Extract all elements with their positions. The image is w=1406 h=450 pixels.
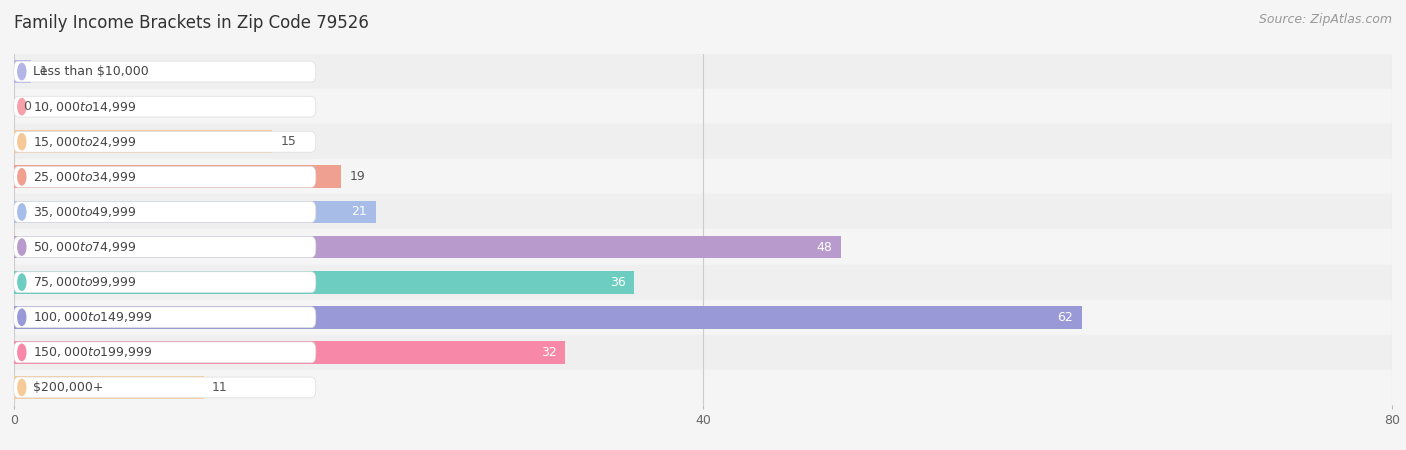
Bar [14,341,565,364]
Text: $50,000 to $74,999: $50,000 to $74,999 [32,240,136,254]
Circle shape [18,204,25,220]
Bar [14,130,273,153]
Circle shape [18,239,25,255]
FancyBboxPatch shape [14,272,316,292]
Bar [14,335,1392,370]
Text: $10,000 to $14,999: $10,000 to $14,999 [32,99,136,114]
Text: Source: ZipAtlas.com: Source: ZipAtlas.com [1258,14,1392,27]
Bar [14,271,634,293]
Text: Family Income Brackets in Zip Code 79526: Family Income Brackets in Zip Code 79526 [14,14,368,32]
Bar [14,300,1392,335]
Circle shape [18,344,25,360]
Bar [14,54,1392,89]
Circle shape [18,274,25,290]
Circle shape [18,169,25,185]
Text: $75,000 to $99,999: $75,000 to $99,999 [32,275,136,289]
FancyBboxPatch shape [14,131,316,152]
Text: $100,000 to $149,999: $100,000 to $149,999 [32,310,152,324]
Text: 15: 15 [281,135,297,148]
Text: $25,000 to $34,999: $25,000 to $34,999 [32,170,136,184]
Circle shape [18,99,25,115]
Text: 32: 32 [541,346,557,359]
Text: 0: 0 [22,100,31,113]
Text: 48: 48 [817,241,832,253]
Bar [14,376,204,399]
Bar [14,166,342,188]
Bar [14,370,1392,405]
Bar [14,89,1392,124]
Bar [14,194,1392,230]
FancyBboxPatch shape [14,377,316,398]
FancyBboxPatch shape [14,96,316,117]
Bar [14,230,1392,265]
Bar [14,124,1392,159]
Text: 36: 36 [610,276,626,288]
Circle shape [18,379,25,396]
Text: 19: 19 [350,171,366,183]
FancyBboxPatch shape [14,202,316,222]
FancyBboxPatch shape [14,307,316,328]
Bar [14,159,1392,194]
Circle shape [18,309,25,325]
Bar [14,265,1392,300]
Text: $15,000 to $24,999: $15,000 to $24,999 [32,135,136,149]
Text: 62: 62 [1057,311,1073,324]
Text: $35,000 to $49,999: $35,000 to $49,999 [32,205,136,219]
FancyBboxPatch shape [14,166,316,187]
Text: Less than $10,000: Less than $10,000 [32,65,149,78]
Bar [14,236,841,258]
FancyBboxPatch shape [14,61,316,82]
Text: 21: 21 [352,206,367,218]
Circle shape [18,63,25,80]
Bar [14,60,31,83]
Bar [14,306,1083,328]
Text: $200,000+: $200,000+ [32,381,104,394]
Text: $150,000 to $199,999: $150,000 to $199,999 [32,345,152,360]
FancyBboxPatch shape [14,237,316,257]
Circle shape [18,134,25,150]
Bar [14,201,375,223]
FancyBboxPatch shape [14,342,316,363]
Text: 11: 11 [212,381,228,394]
Text: 1: 1 [39,65,48,78]
